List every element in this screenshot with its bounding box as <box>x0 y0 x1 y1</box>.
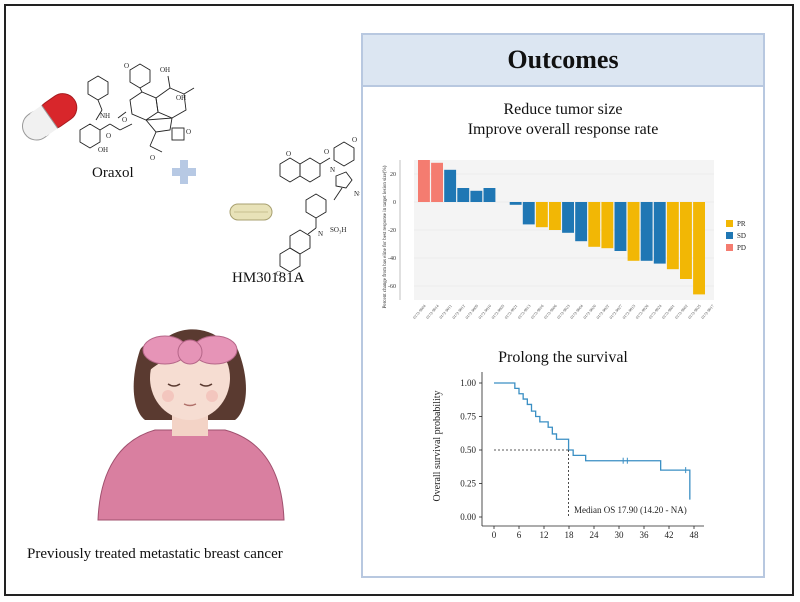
svg-text:O: O <box>124 62 129 70</box>
km-x-tick: 30 <box>615 530 625 540</box>
waterfall-bar <box>535 202 548 228</box>
waterfall-bar <box>431 162 443 202</box>
km-x-tick: 36 <box>640 530 650 540</box>
survival-title: Prolong the survival <box>498 349 628 366</box>
svg-text:O: O <box>286 150 291 158</box>
svg-text:O: O <box>296 274 301 282</box>
waterfall-bar <box>601 202 614 249</box>
waterfall-y-tick: -60 <box>388 284 396 290</box>
km-x-tick: 0 <box>492 530 497 540</box>
waterfall-bar <box>614 202 627 251</box>
response-rate-subtitle: Improve overall response rate <box>467 121 659 138</box>
waterfall-bar <box>509 202 522 205</box>
waterfall-bar <box>588 202 601 247</box>
outcomes-panel: Outcomes Reduce tumor size Improve overa… <box>361 33 765 578</box>
waterfall-y-tick: 0 <box>393 200 396 206</box>
km-y-tick: 0.00 <box>460 512 476 522</box>
waterfall-y-tick: 20 <box>390 172 396 178</box>
waterfall-bar <box>562 202 574 233</box>
svg-text:N: N <box>330 166 335 174</box>
tumor-size-subtitle: Reduce tumor size <box>503 101 623 118</box>
waterfall-y-tick: -40 <box>388 256 396 262</box>
oraxol-structure-icon <box>79 63 195 153</box>
waterfall-bar <box>680 202 692 279</box>
waterfall-y-tick: -20 <box>388 228 396 234</box>
left-illustrations: NH O OH O OH OH O O O Oraxol O O N O N=N N SO₃H O… <box>22 62 360 562</box>
median-os-annotation: Median OS 17.90 (14.20 - NA) <box>574 505 687 515</box>
km-y-tick: 0.25 <box>460 479 476 489</box>
svg-text:OH: OH <box>176 94 186 102</box>
waterfall-bar <box>653 202 666 264</box>
hm30181a-atom-labels: O O N O N=N N SO₃H O O <box>276 136 360 282</box>
patient-caption: Previously treated metastatic breast can… <box>27 546 283 562</box>
legend-swatch-pr <box>726 220 733 227</box>
outcomes-title: Outcomes <box>363 35 763 87</box>
km-y-axis-label: Overall survival probability <box>432 390 443 501</box>
plus-icon <box>172 160 196 184</box>
waterfall-bar <box>483 188 496 202</box>
km-x-tick: 42 <box>665 530 674 540</box>
svg-text:O: O <box>106 132 111 140</box>
waterfall-bar <box>640 202 653 261</box>
legend-label-pd: PD <box>737 244 746 252</box>
waterfall-x-tick: 0172-9017 <box>700 303 715 320</box>
svg-text:N=N: N=N <box>354 190 360 198</box>
svg-text:O: O <box>122 116 127 124</box>
km-chart: Overall survival probability Median OS 1… <box>432 372 704 540</box>
waterfall-bar <box>418 160 430 202</box>
capsule-pill-icon <box>22 93 78 141</box>
legend-label-pr: PR <box>737 220 746 228</box>
km-survival-curve <box>494 382 691 500</box>
tablet-pill-icon <box>229 203 273 221</box>
legend-label-sd: SD <box>737 232 746 240</box>
svg-text:O: O <box>324 148 329 156</box>
hm30181a-structure-icon <box>279 141 355 273</box>
patient-illustration-icon <box>97 329 285 521</box>
svg-text:O: O <box>150 154 155 162</box>
waterfall-bar <box>627 202 640 261</box>
km-y-tick: 0.50 <box>460 445 476 455</box>
svg-text:N: N <box>318 230 323 238</box>
km-x-tick: 12 <box>540 530 549 540</box>
waterfall-bar <box>522 202 535 225</box>
oraxol-label: Oraxol <box>92 165 134 181</box>
waterfall-bar <box>470 190 483 202</box>
km-x-tick: 6 <box>517 530 522 540</box>
svg-text:NH: NH <box>100 112 110 120</box>
waterfall-bar <box>457 188 470 202</box>
waterfall-bar <box>575 202 588 242</box>
legend-swatch-sd <box>726 232 733 239</box>
svg-text:O: O <box>352 136 357 144</box>
legend-swatch-pd <box>726 244 733 251</box>
waterfall-chart: Percent change from bas eline for best r… <box>383 160 746 320</box>
waterfall-bar <box>549 202 561 230</box>
waterfall-bar <box>444 169 457 202</box>
km-y-tick: 0.75 <box>460 412 476 422</box>
svg-text:OH: OH <box>98 146 108 154</box>
hm30181a-label: HM30181A <box>232 270 305 286</box>
km-x-tick: 48 <box>690 530 700 540</box>
waterfall-bar <box>666 202 679 270</box>
svg-text:O: O <box>276 270 281 278</box>
km-y-tick: 1.00 <box>460 378 476 388</box>
km-x-tick: 24 <box>590 530 600 540</box>
waterfall-y-axis-label: Percent change from bas eline for best r… <box>383 165 388 308</box>
waterfall-bar <box>693 202 705 295</box>
oraxol-atom-labels: NH O OH O OH OH O O O <box>98 62 191 162</box>
svg-text:O: O <box>186 128 191 136</box>
km-x-tick: 18 <box>565 530 575 540</box>
svg-text:OH: OH <box>160 66 170 74</box>
so3h-label: SO₃H <box>330 226 346 234</box>
